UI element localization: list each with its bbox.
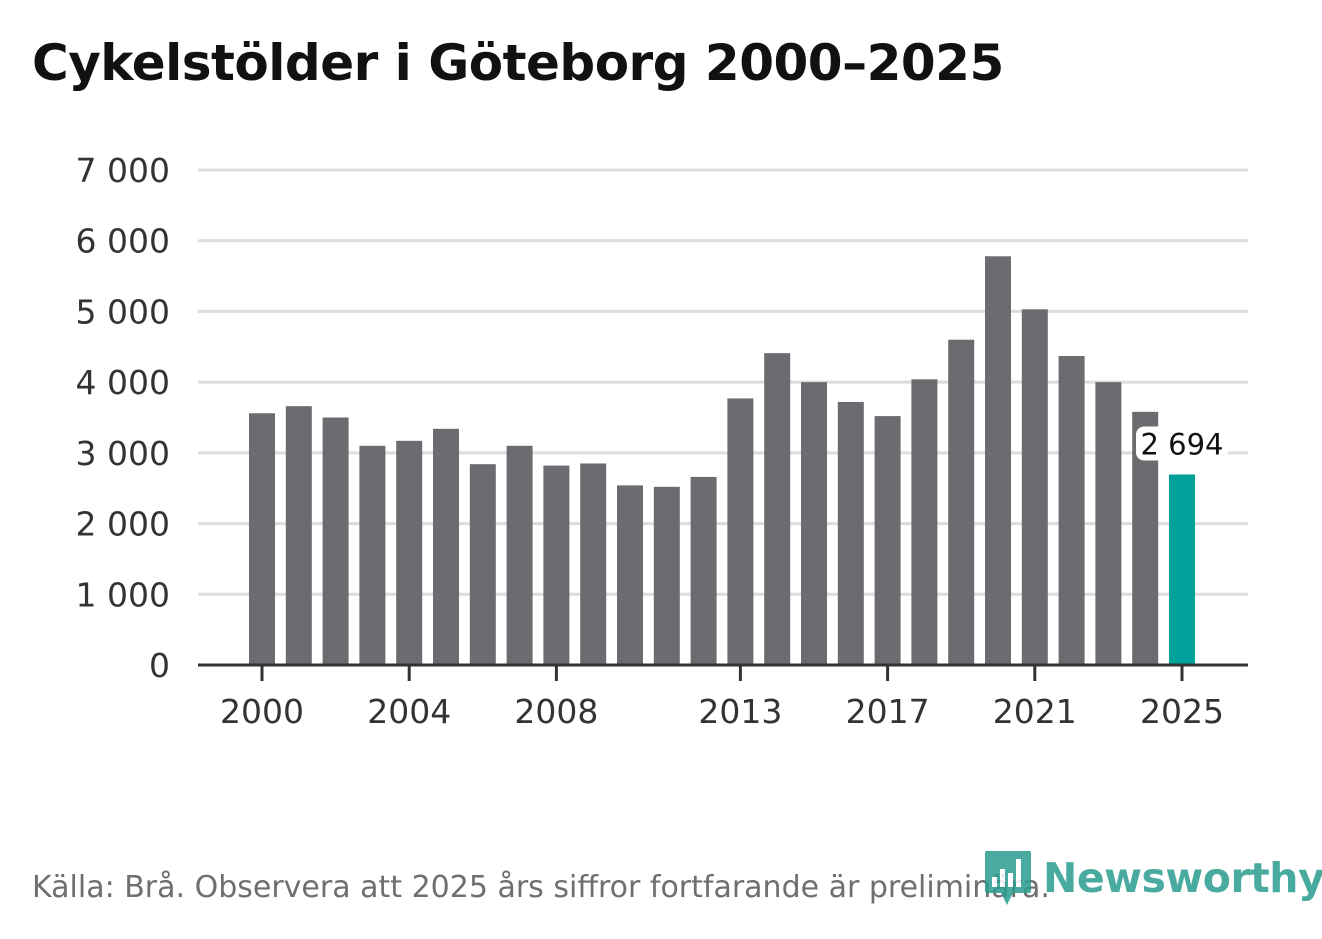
source-note: Källa: Brå. Observera att 2025 års siffr… (32, 870, 1050, 905)
bar-2019 (948, 339, 975, 665)
x-tick-label: 2004 (367, 692, 451, 731)
bars (249, 256, 1195, 665)
y-tick-label: 5 000 (76, 292, 170, 331)
y-tick-label: 1 000 (76, 575, 170, 614)
bar-2009 (580, 463, 607, 665)
bar-2015 (801, 382, 827, 665)
bar-2000 (249, 413, 275, 665)
bar-2006 (469, 464, 496, 665)
bar-2017 (874, 416, 901, 665)
chart-title: Cykelstölder i Göteborg 2000–2025 (32, 34, 1004, 92)
data-label-2025: 2 694 (1140, 427, 1223, 461)
x-axis-ticks: 2000 2004 2008 2013 2017 2021 2025 (220, 665, 1224, 731)
bar-2010 (617, 485, 643, 665)
bar-2001 (285, 406, 312, 665)
y-axis-ticks: 0 1 000 2 000 3 000 4 000 5 000 6 000 7 000 (76, 151, 170, 685)
bar-2005 (433, 428, 459, 665)
newsworthy-logo-icon (985, 851, 1031, 905)
bar-2012 (690, 476, 717, 665)
y-tick-label: 6 000 (76, 222, 170, 261)
x-tick-label: 2008 (514, 692, 598, 731)
bar-2023 (1095, 382, 1122, 665)
gridlines (198, 168, 1248, 596)
x-tick-label: 2021 (993, 692, 1077, 731)
bar-2021 (1021, 309, 1048, 665)
y-tick-label: 4 000 (76, 363, 170, 402)
bar-2007 (506, 445, 533, 665)
y-tick-label: 3 000 (76, 434, 170, 473)
y-tick-label: 0 (149, 646, 170, 685)
bar-2020 (985, 256, 1011, 665)
newsworthy-logo: Newsworthy (983, 849, 1322, 907)
bar-2011 (653, 486, 680, 665)
brand-name: Newsworthy (1043, 854, 1322, 902)
bar-2002 (322, 417, 349, 665)
bar-2004 (396, 440, 423, 665)
y-tick-label: 7 000 (76, 151, 170, 190)
x-tick-label: 2025 (1140, 692, 1224, 731)
bar-2003 (359, 445, 386, 665)
bar-2025 (1169, 474, 1195, 665)
data-label-background (1136, 426, 1228, 461)
bar-2022 (1058, 355, 1085, 665)
x-tick-label: 2013 (698, 692, 782, 731)
bar-2008 (543, 465, 570, 665)
bar-2016 (837, 401, 864, 665)
x-tick-label: 2000 (220, 692, 304, 731)
bar-2014 (764, 353, 791, 665)
data-labels: 2 694 (1136, 426, 1228, 461)
bar-2018 (911, 379, 938, 665)
y-tick-label: 2 000 (76, 505, 170, 544)
bar-2013 (727, 398, 754, 665)
x-tick-label: 2017 (846, 692, 930, 731)
